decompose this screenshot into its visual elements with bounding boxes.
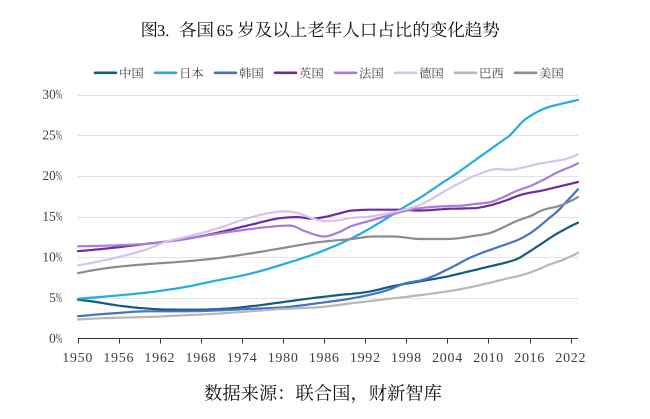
svg-text:2022: 2022 (555, 351, 586, 366)
svg-text:2004: 2004 (432, 351, 463, 366)
svg-text:2016: 2016 (514, 351, 545, 366)
svg-text:1962: 1962 (144, 351, 175, 366)
svg-text:1998: 1998 (391, 351, 422, 366)
svg-text:1980: 1980 (268, 351, 299, 366)
svg-text:2010: 2010 (473, 351, 504, 366)
svg-text:1986: 1986 (309, 351, 340, 366)
svg-text:1968: 1968 (186, 351, 217, 366)
svg-text:1956: 1956 (103, 351, 134, 366)
svg-text:1950: 1950 (62, 351, 93, 366)
svg-text:1992: 1992 (350, 351, 381, 366)
svg-text:1974: 1974 (227, 351, 258, 366)
